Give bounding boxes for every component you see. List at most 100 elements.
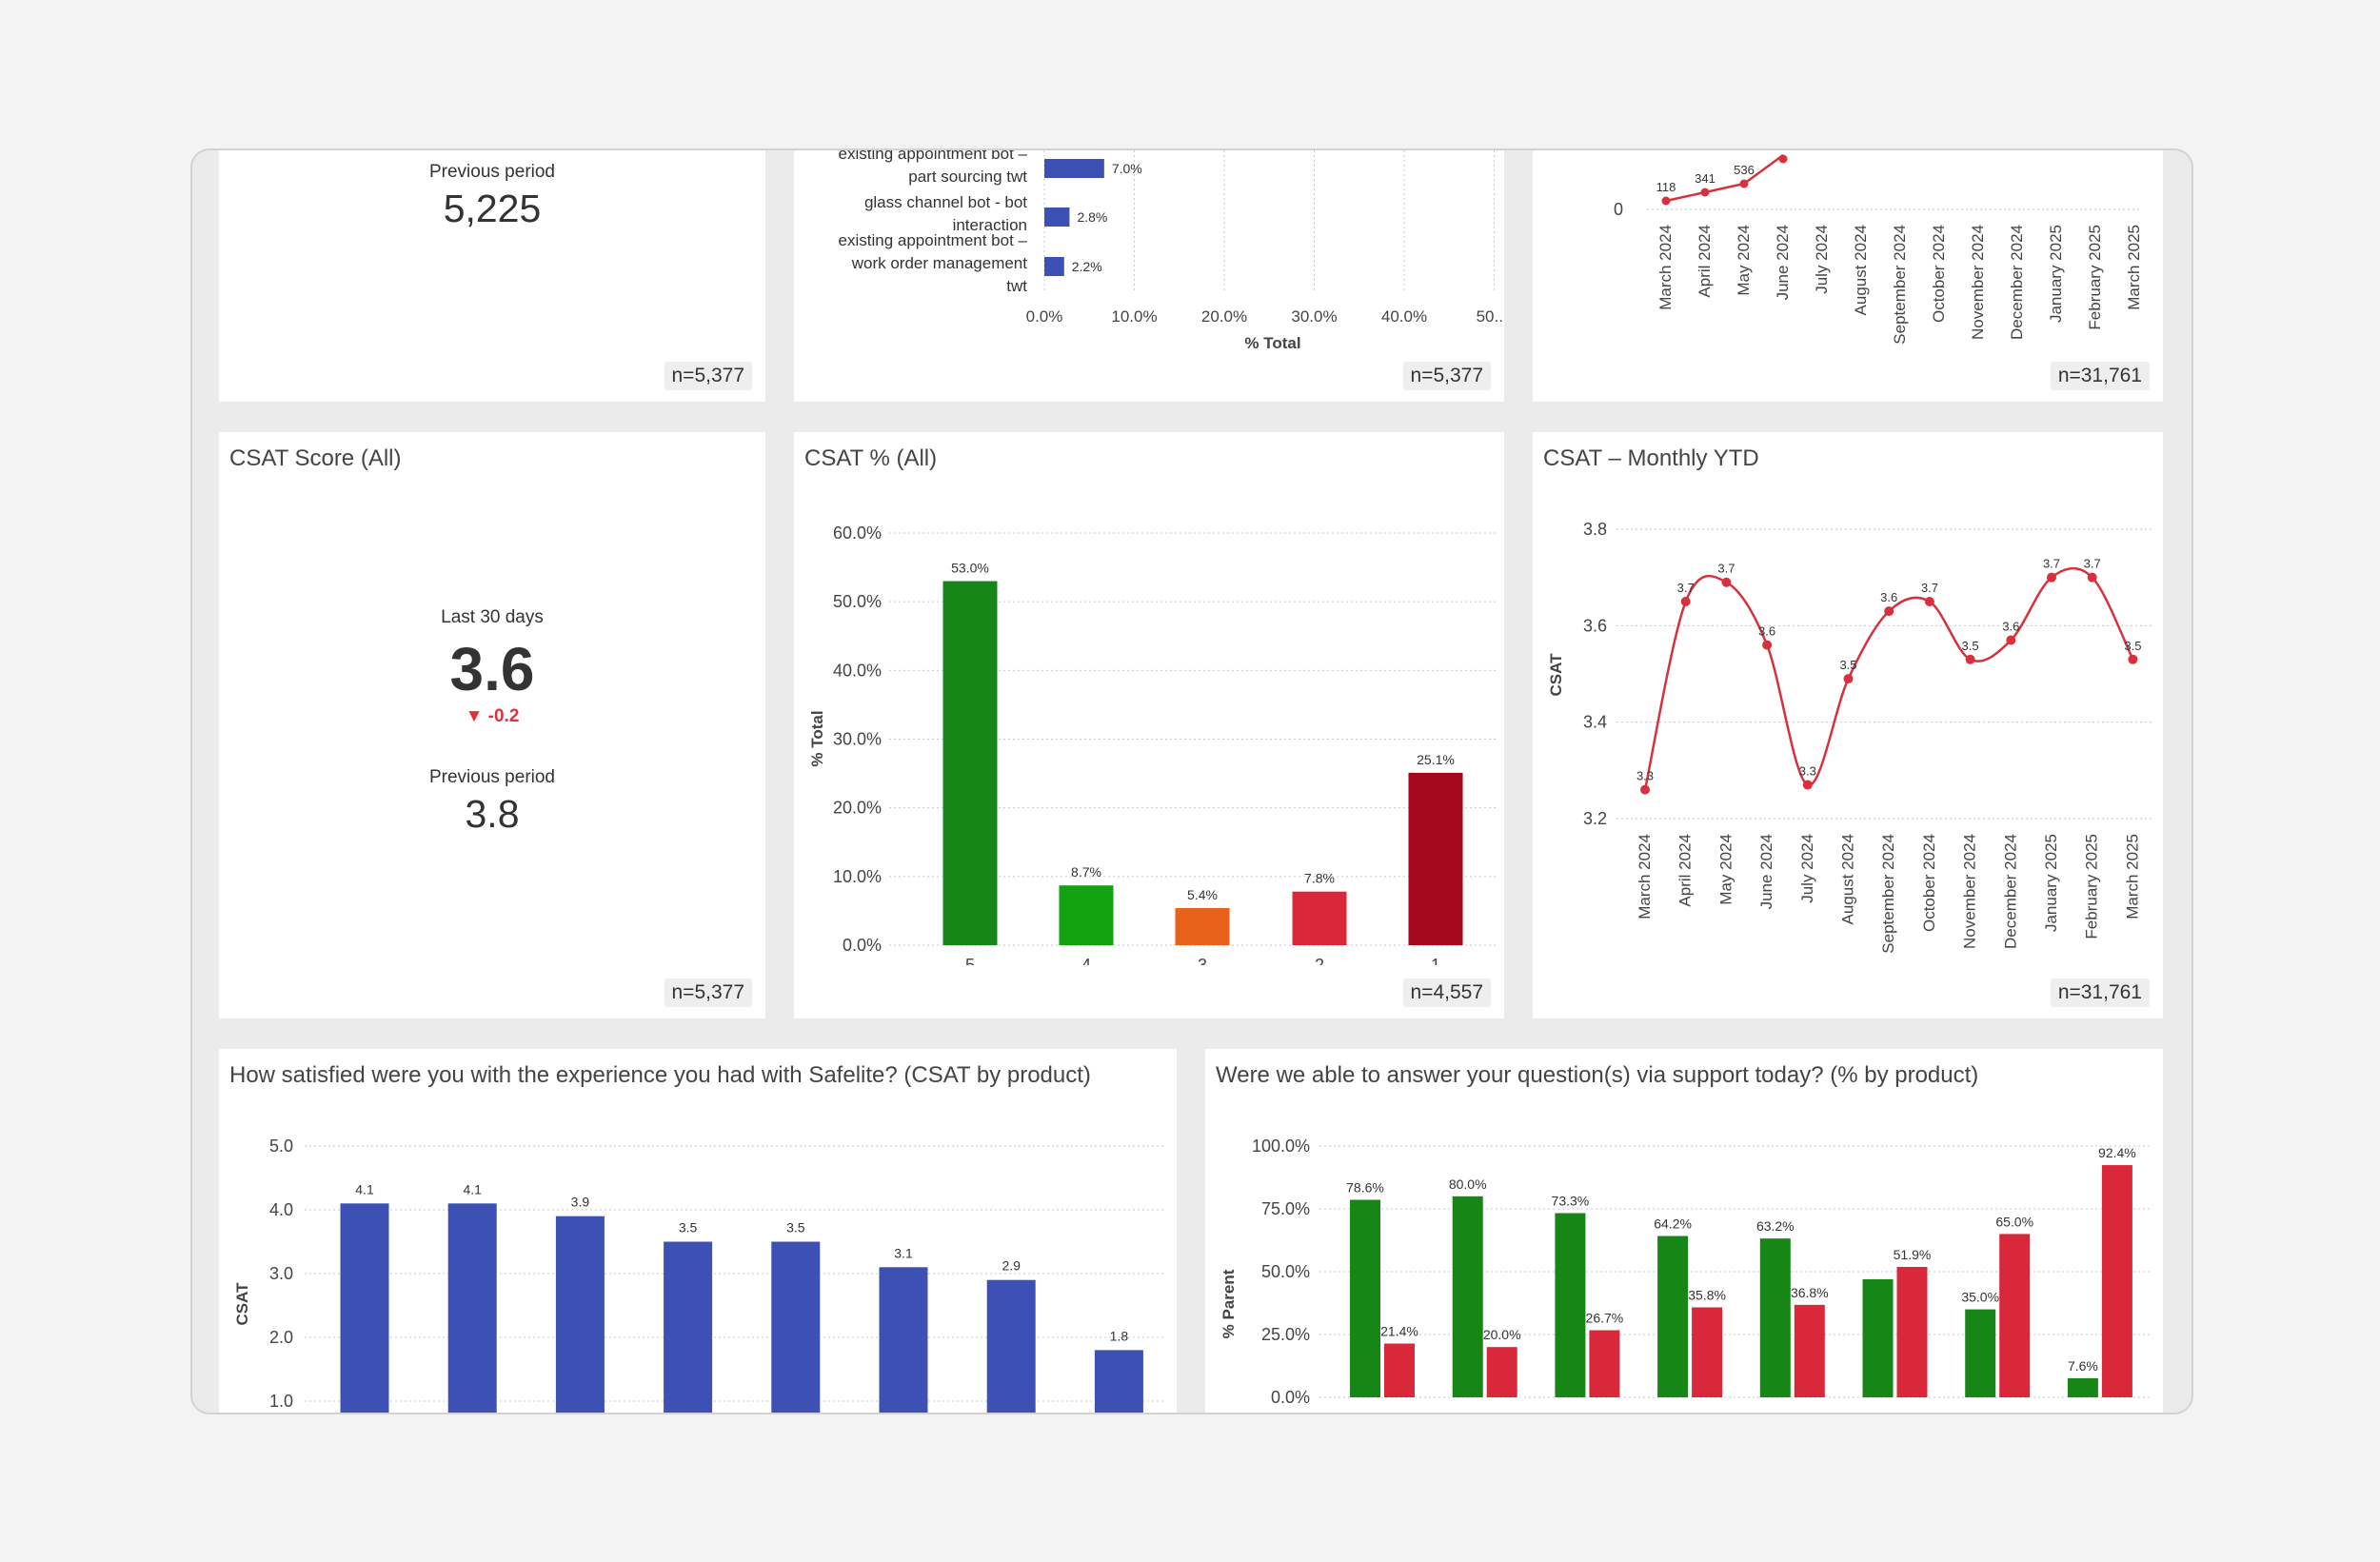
x-tick-label: October 2024 [1930, 225, 1948, 323]
bar-value-label: 1.8 [1110, 1328, 1129, 1343]
bar-value-label: 7.6% [2068, 1358, 2098, 1374]
bar [1692, 1307, 1723, 1397]
data-point [2047, 572, 2056, 583]
x-tick-label: 10.0% [1111, 307, 1157, 326]
data-label: 3.5 [1839, 658, 1856, 672]
bar-value-label: 78.6% [1346, 1179, 1384, 1195]
bar [1965, 1309, 1996, 1397]
bar-value-label: 63.2% [1756, 1218, 1795, 1234]
data-label: 3.5 [2124, 639, 2141, 653]
bar-value-label: 2.9 [1002, 1258, 1021, 1274]
bar-value-label: 64.2% [1654, 1216, 1692, 1232]
y-tick-label: 50.0% [833, 592, 882, 611]
x-tick-label: April 2024 [1676, 834, 1695, 907]
csat-score-card[interactable]: CSAT Score (All) Last 30 days 3.6 ▼ -0.2… [219, 432, 765, 1018]
data-point [2087, 572, 2097, 583]
n-count-badge: n=5,377 [664, 362, 752, 390]
y-tick-label: 3.6 [1583, 616, 1607, 635]
answered-by-product-card[interactable]: Were we able to answer your question(s) … [1205, 1049, 2163, 1413]
bar [1555, 1213, 1586, 1397]
x-tick-label: July 2024 [1813, 225, 1831, 294]
monthly-volume-chart: 0 118 341 536 March 2024 April 2024 May 2024 Ju… [1614, 153, 2143, 345]
csat-percent-card[interactable]: CSAT % (All) 0.0% 10.0% 20.0% 30.0% 40.0% 50.… [794, 432, 1504, 1018]
y-tick-label: 3.8 [1583, 520, 1607, 539]
x-tick-label: February 2025 [2086, 225, 2104, 330]
bar [986, 1279, 1036, 1413]
monthly-volume-card[interactable]: 0 118 341 536 March 2024 April 2024 May 2024 Ju… [1533, 150, 2163, 402]
y-tick-label: 4.0 [269, 1200, 293, 1219]
data-point [2006, 635, 2016, 645]
x-tick-label: September 2024 [1891, 225, 1909, 345]
category-label: interaction [953, 216, 1027, 234]
y-tick-label: 20.0% [833, 799, 882, 818]
category-label: work order management [851, 254, 1028, 272]
bar [1175, 908, 1230, 945]
y-axis-label: % Total [808, 710, 826, 766]
bot-usage-card[interactable]: 0.0% 10.0% 20.0% 30.0% 40.0% 50.... 7.0% existi… [794, 150, 1504, 402]
x-tick-label: May 2024 [1735, 225, 1753, 296]
csat-by-product-card[interactable]: How satisfied were you with the experien… [219, 1049, 1177, 1413]
category-label: part sourcing twt [908, 168, 1027, 186]
data-label: 118 [1656, 180, 1676, 194]
csat-monthly-card[interactable]: CSAT – Monthly YTD 3.2 3.4 3.6 3.8 CSAT 3.3 3.… [1533, 432, 2163, 1018]
x-axis-label: % Total [1244, 334, 1300, 352]
y-tick-label: 50.0% [1261, 1262, 1310, 1281]
category-label: existing appointment bot – [839, 150, 1028, 163]
bar-value-label: 3.5 [786, 1220, 805, 1236]
x-tick-label: August 2024 [1852, 225, 1870, 315]
n-count-badge: n=5,377 [1402, 362, 1491, 390]
bar-value-label: 92.4% [2098, 1145, 2136, 1160]
y-tick-label: 3.4 [1583, 713, 1607, 732]
y-tick-label: 10.0% [833, 867, 882, 886]
x-tick-label: 2 [1315, 956, 1324, 965]
x-tick-label: January 2025 [2047, 225, 2065, 323]
x-tick-label: October 2024 [1920, 834, 1938, 932]
bar-value-label: 7.8% [1304, 871, 1335, 886]
x-tick-label: June 2024 [1774, 225, 1792, 300]
y-tick-label: 25.0% [1261, 1325, 1310, 1344]
bar-value-label: 2.8% [1077, 209, 1107, 225]
bar-value-label: 7.0% [1112, 161, 1142, 176]
y-axis-label: CSAT [233, 1282, 251, 1326]
x-tick-label: April 2024 [1696, 225, 1714, 298]
data-point [1721, 577, 1732, 587]
bar [1589, 1330, 1620, 1397]
bar [2067, 1377, 2098, 1397]
data-point [1640, 784, 1650, 795]
x-tick-label: February 2025 [2083, 834, 2101, 939]
x-tick-label: 30.0% [1291, 307, 1337, 326]
previous-period-label: Previous period [428, 162, 556, 182]
kpi-card-volume[interactable]: Previous period 5,225 n=5,377 [219, 150, 765, 402]
data-point [1884, 606, 1894, 617]
bar-value-label: 5.4% [1187, 887, 1218, 902]
x-tick-label: November 2024 [1969, 225, 1987, 340]
previous-period-label: Previous period [428, 767, 556, 787]
data-point [1778, 154, 1788, 164]
bar [1759, 1238, 1791, 1397]
bar [1059, 885, 1114, 945]
y-tick-label: 3.0 [269, 1264, 293, 1283]
bar [1044, 257, 1064, 276]
bot-usage-chart: 0.0% 10.0% 20.0% 30.0% 40.0% 50.... 7.0% existi… [839, 150, 1504, 352]
answered-by-product-chart: 0.0% 25.0% 50.0% 75.0% 100.0% % Parent 78.6% 80… [1220, 1137, 2152, 1407]
bar [1044, 208, 1070, 227]
bar-value-label: 3.5 [679, 1220, 698, 1236]
bar [1794, 1304, 1825, 1397]
dashboard-frame: Previous period 5,225 n=5,377 0.0% 10.0% 2… [190, 148, 2193, 1414]
card-title: CSAT – Monthly YTD [1543, 445, 1759, 471]
data-point [1739, 179, 1749, 188]
data-label: 3.6 [2002, 620, 2019, 634]
x-tick-label: November 2024 [1961, 834, 1979, 949]
n-count-badge: n=31,761 [2050, 362, 2150, 390]
x-tick-label: July 2024 [1798, 834, 1816, 903]
category-label: existing appointment bot – [839, 231, 1028, 249]
data-point [1762, 640, 1773, 650]
y-tick-label: 0.0% [1271, 1388, 1310, 1407]
x-tick-label: 0.0% [1026, 307, 1063, 326]
bar-value-label: 20.0% [1483, 1327, 1521, 1342]
bar-value-label: 4.1 [463, 1181, 482, 1196]
card-title: CSAT Score (All) [229, 445, 402, 471]
y-tick-label: 40.0% [833, 661, 882, 680]
n-count-badge: n=5,377 [664, 979, 752, 1007]
y-tick-label: 0 [1614, 200, 1623, 219]
